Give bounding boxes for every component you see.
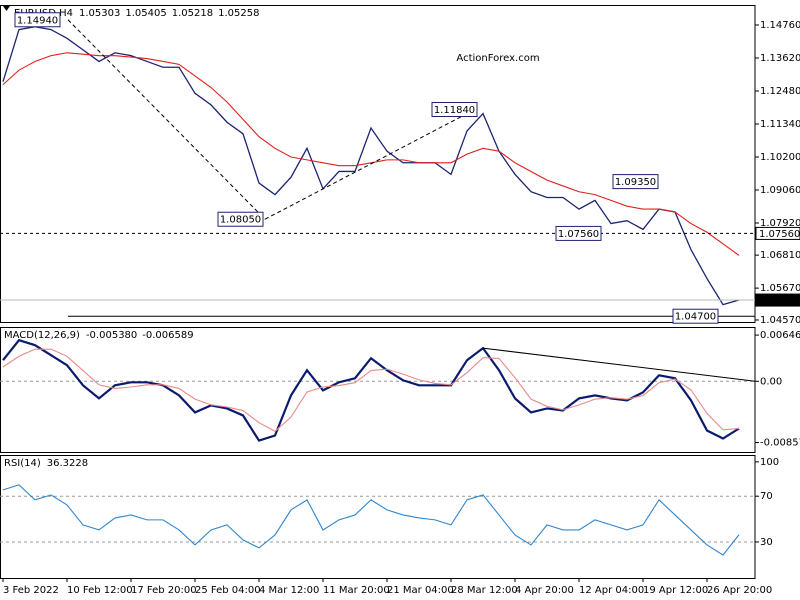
- indicator-readout: 36.3228: [47, 458, 88, 469]
- y-tick-label: 1.09060: [760, 185, 800, 196]
- ohlc-value: 1.05218: [172, 8, 213, 19]
- price-label: 1.11840: [434, 105, 475, 116]
- price-label: 1.07560: [558, 229, 599, 240]
- x-tick-label: 19 Apr 12:00: [643, 585, 708, 596]
- x-tick-label: 4 Mar 12:00: [259, 585, 319, 596]
- y-tick-label: 0.006468: [760, 330, 800, 341]
- x-tick-label: 11 Mar 20:00: [323, 585, 390, 596]
- x-tick-label: 25 Feb 04:00: [195, 585, 261, 596]
- y-tick-label: 30: [760, 537, 773, 548]
- ohlc-value: 1.05303: [79, 8, 120, 19]
- series-line: [2, 26, 740, 306]
- trend-line: [67, 19, 266, 220]
- price-label-box: [431, 102, 478, 118]
- panel-title: RSI(14): [4, 458, 41, 469]
- watermark: ActionForex.com: [456, 53, 539, 64]
- series-line: [2, 52, 740, 256]
- y-tick-label: 1.07920: [760, 218, 800, 229]
- y-tick-label: -0.008573: [760, 438, 800, 449]
- y-tick-label: 0.00: [760, 376, 782, 387]
- series-line: [2, 348, 740, 432]
- x-tick-label: 26 Apr 20:00: [707, 585, 772, 596]
- y-tick-label: 100: [760, 457, 779, 468]
- series-line: [2, 338, 740, 442]
- panel-frame: [0, 5, 756, 323]
- ohlc-value: 1.05405: [125, 8, 166, 19]
- menu-arrow: [3, 6, 10, 11]
- ohlc-value: 1.05258: [218, 8, 259, 19]
- panel-frame: [0, 327, 756, 453]
- price-marker: [755, 226, 800, 240]
- price-label-box: [217, 211, 264, 227]
- y-tick-label: 70: [760, 491, 773, 502]
- price-marker-label: 1.05258: [759, 296, 800, 307]
- x-tick-label: 12 Apr 04:00: [579, 585, 644, 596]
- price-marker-label: 1.07560: [759, 229, 800, 240]
- indicator-readout: -0.006589: [142, 330, 193, 341]
- y-tick-label: 1.04570: [760, 315, 800, 326]
- price-label-box: [612, 174, 659, 190]
- price-label: 1.09350: [615, 177, 656, 188]
- y-tick-label: 1.11340: [760, 119, 800, 130]
- series-line: [2, 484, 740, 556]
- x-tick-label: 10 Feb 12:00: [67, 585, 133, 596]
- indicator-readout: -0.005380: [86, 330, 137, 341]
- price-label-box: [555, 225, 602, 241]
- y-tick-label: 1.05670: [760, 283, 800, 294]
- x-tick-label: 17 Feb 20:00: [131, 585, 197, 596]
- price-label: 1.08050: [220, 215, 261, 226]
- y-tick-label: 1.06810: [760, 250, 800, 261]
- panel-frame: [0, 455, 756, 579]
- price-label-box: [14, 12, 61, 28]
- y-tick-label: 1.10200: [760, 152, 800, 163]
- trend-line: [482, 347, 756, 382]
- x-tick-label: 28 Mar 12:00: [451, 585, 518, 596]
- x-tick-label: 21 Mar 04:00: [387, 585, 454, 596]
- y-tick-label: 1.13620: [760, 53, 800, 64]
- price-marker: [755, 293, 800, 307]
- x-tick-label: 4 Apr 20:00: [515, 585, 574, 596]
- y-tick-label: 1.12480: [760, 86, 800, 97]
- trend-line: [264, 109, 476, 220]
- price-label-box: [672, 308, 719, 324]
- price-label: 1.04700: [675, 312, 716, 323]
- y-tick-label: 1.14760: [760, 20, 800, 31]
- x-tick-label: 3 Feb 2022: [3, 585, 59, 596]
- price-label: 1.14940: [17, 15, 58, 26]
- panel-title: MACD(12,26,9): [4, 330, 80, 341]
